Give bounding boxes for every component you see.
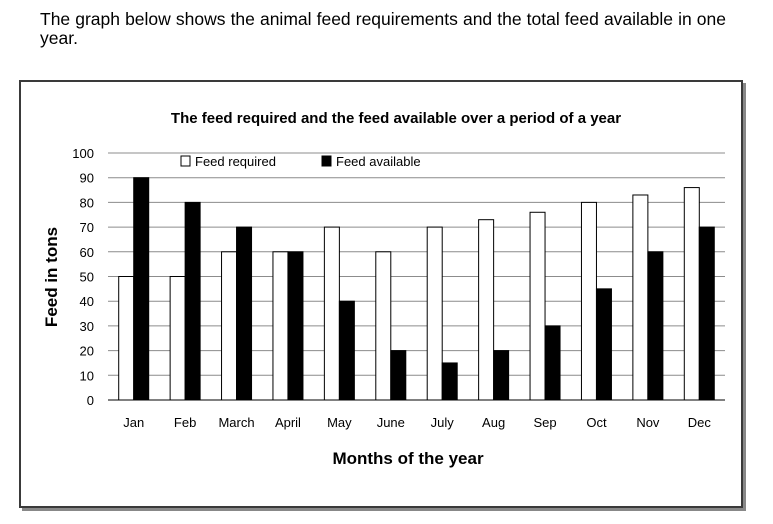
bar-feed-required xyxy=(426,226,443,401)
y-tick-label: 90 xyxy=(80,171,94,186)
y-tick-label: 100 xyxy=(72,146,94,161)
x-tick-label: March xyxy=(218,415,254,430)
bar-feed-required xyxy=(323,226,340,401)
y-tick-label: 20 xyxy=(80,344,94,359)
y-tick-label: 80 xyxy=(80,195,94,210)
y-tick-label: 40 xyxy=(80,294,94,309)
bar-feed-available xyxy=(338,300,355,401)
legend-label-feed-required: Feed required xyxy=(195,154,276,169)
legend-swatch-feed-required xyxy=(180,155,191,167)
y-tick-label: 30 xyxy=(80,319,94,334)
bar-feed-available xyxy=(236,226,253,401)
y-tick-label: 70 xyxy=(80,220,94,235)
bar-feed-available xyxy=(647,251,664,401)
x-tick-label: July xyxy=(431,415,455,430)
bar-feed-required xyxy=(529,211,546,401)
x-tick-label: Aug xyxy=(482,415,505,430)
y-axis-title: Feed in tons xyxy=(42,227,61,327)
y-tick-label: 0 xyxy=(87,393,94,408)
y-tick-label: 10 xyxy=(80,368,94,383)
y-tick-label: 60 xyxy=(80,245,94,260)
y-tick-labels: 0 10 20 30 40 50 60 70 80 90 100 xyxy=(72,146,94,408)
legend-label-feed-available: Feed available xyxy=(336,154,421,169)
x-tick-label: June xyxy=(377,415,405,430)
bar-feed-required xyxy=(580,201,597,401)
bar-feed-required xyxy=(221,251,238,401)
legend-swatch-feed-available xyxy=(321,155,332,167)
bar-feed-available xyxy=(184,201,201,401)
x-tick-label: Oct xyxy=(586,415,607,430)
y-tick-label: 50 xyxy=(80,270,94,285)
bar-feed-required xyxy=(169,276,186,401)
chart-title: The feed required and the feed available… xyxy=(171,110,621,127)
x-tick-label: Dec xyxy=(688,415,712,430)
bar-feed-available xyxy=(390,350,407,401)
bar-feed-required xyxy=(683,187,700,401)
intro-text: The graph below shows the animal feed re… xyxy=(40,9,726,48)
x-tick-label: Jan xyxy=(123,415,144,430)
x-tick-label: April xyxy=(275,415,301,430)
gridlines xyxy=(108,152,725,401)
bar-feed-available xyxy=(287,251,304,401)
bar-feed-required xyxy=(478,219,495,401)
bar-feed-required xyxy=(632,194,649,401)
bar-feed-required xyxy=(118,276,135,401)
x-axis-title: Months of the year xyxy=(332,449,484,468)
bar-feed-available xyxy=(698,226,715,401)
bar-feed-available xyxy=(441,362,458,401)
bar-feed-required xyxy=(272,251,289,401)
x-tick-label: Nov xyxy=(636,415,660,430)
x-tick-label: Sep xyxy=(533,415,556,430)
bar-feed-available xyxy=(493,350,510,401)
bars-group xyxy=(118,177,715,401)
legend: Feed required Feed available xyxy=(180,154,421,169)
bar-feed-available xyxy=(544,325,561,401)
x-tick-label: May xyxy=(327,415,352,430)
x-tick-label: Feb xyxy=(174,415,196,430)
bar-feed-available xyxy=(595,288,612,401)
bar-feed-required xyxy=(375,251,392,401)
bar-feed-available xyxy=(133,177,150,401)
x-tick-labels: Jan Feb March April May June July Aug Sep Oct Nov D… xyxy=(123,415,711,430)
